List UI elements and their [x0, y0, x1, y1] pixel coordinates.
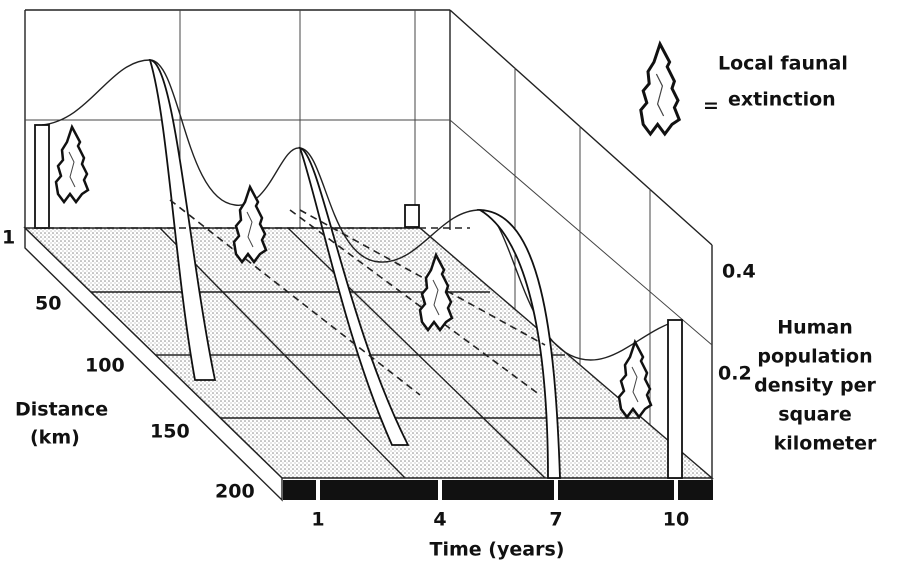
distance-tick-label: 100: [85, 355, 125, 377]
legend-equals: =: [703, 95, 719, 117]
density-axis-label: kilometer: [774, 433, 877, 455]
distance-tick-label: 1: [2, 227, 15, 249]
legend-label: extinction: [728, 89, 836, 111]
legend-label: Local faunal: [718, 53, 848, 75]
back-wall: [24, 9, 713, 480]
density-axis-label: square: [778, 404, 852, 426]
time-tick-label: 10: [663, 509, 689, 531]
distance-axis-label: (km): [30, 427, 80, 449]
time-axis-label: Time (years): [430, 539, 565, 561]
population-waves: [34, 58, 683, 479]
distance-axis-label: Distance: [15, 399, 108, 421]
time-tick-label: 1: [311, 509, 324, 531]
time-tick-label: 7: [549, 509, 562, 531]
density-axis-label: population: [757, 346, 872, 368]
time-bar: [283, 480, 713, 500]
density-axis-label: density per: [754, 375, 876, 397]
distance-tick-label: 150: [150, 421, 190, 443]
density-tick-label: 0.4: [722, 261, 756, 283]
distance-tick-label: 50: [35, 293, 61, 315]
density-axis-label: Human: [777, 317, 853, 339]
density-tick-label: 0.2: [718, 363, 752, 385]
time-tick-label: 4: [433, 509, 446, 531]
distance-tick-label: 200: [215, 481, 255, 503]
